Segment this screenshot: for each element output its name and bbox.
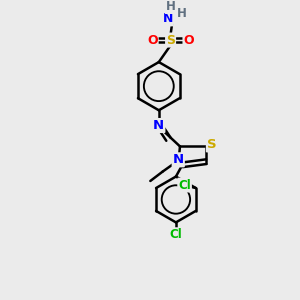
Text: O: O: [147, 34, 158, 46]
Text: Cl: Cl: [178, 178, 191, 192]
Text: S: S: [166, 34, 175, 46]
Text: N: N: [173, 153, 184, 166]
Text: O: O: [184, 34, 194, 46]
Text: H: H: [166, 0, 176, 13]
Text: H: H: [176, 7, 186, 20]
Text: N: N: [162, 12, 173, 26]
Text: Cl: Cl: [169, 228, 182, 241]
Text: N: N: [153, 119, 164, 132]
Text: S: S: [207, 138, 217, 152]
